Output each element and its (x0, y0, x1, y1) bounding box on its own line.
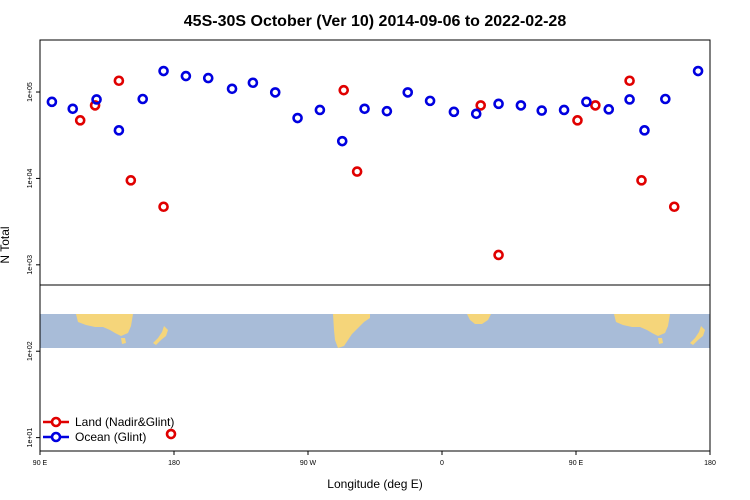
legend-label: Ocean (Glint) (75, 430, 146, 444)
land-point (113, 75, 125, 87)
ocean-point (247, 77, 259, 89)
y-tick-label: 1e+03 (27, 255, 34, 275)
land-point (668, 201, 680, 213)
land-point (165, 428, 177, 440)
land-point (572, 115, 583, 126)
x-tick-label: 90 E (33, 460, 48, 467)
ocean-point (46, 96, 58, 108)
y-axis-label: N Total (0, 226, 12, 263)
ocean-point (336, 135, 348, 147)
legend-marker (50, 416, 62, 428)
map-land-australia-right (614, 314, 670, 336)
land-point (475, 100, 487, 111)
land-point (125, 175, 137, 186)
x-tick-label: 0 (440, 460, 444, 467)
ocean-point (158, 65, 169, 77)
land-point (89, 100, 101, 111)
ocean-point (402, 87, 414, 98)
ocean-point (113, 125, 125, 136)
ocean-point (314, 104, 326, 116)
land-point (351, 166, 363, 177)
map-ocean-band (40, 314, 710, 348)
map-inset (40, 314, 710, 348)
land-point (624, 75, 635, 87)
ocean-point (359, 103, 370, 115)
ocean-point (581, 96, 592, 108)
y-tick-label: 1e+01 (27, 428, 34, 448)
y-axis: 1e+01 1e+02 1e+03 1e+04 1e+05 (27, 82, 40, 447)
land-point (493, 249, 504, 261)
ocean-point (493, 98, 504, 110)
x-axis: 90 E 180 90 W 0 90 E 180 (33, 451, 716, 467)
land-point (338, 84, 350, 96)
ocean-point (603, 104, 615, 115)
land-point (158, 201, 169, 213)
x-tick-label: 90 E (569, 460, 584, 467)
legend-marker (50, 431, 62, 443)
ocean-point (639, 125, 650, 136)
ocean-point (226, 83, 238, 95)
chart-title: 45S-30S October (Ver 10) 2014-09-06 to 2… (184, 13, 567, 30)
x-axis-label: Longitude (deg E) (327, 477, 422, 491)
map-land-africa (467, 314, 491, 324)
ocean-point (515, 100, 527, 111)
map-land-tasmania-left (121, 338, 126, 344)
ocean-point (536, 105, 548, 116)
ocean-point (624, 94, 635, 105)
ocean-point (381, 105, 393, 117)
ocean-point (470, 108, 482, 120)
ocean-point (424, 95, 436, 107)
x-tick-label: 90 W (300, 460, 317, 467)
legend: Land (Nadir&Glint)Ocean (Glint) (43, 415, 174, 444)
ocean-point (180, 70, 192, 82)
ocean-point (137, 93, 149, 105)
ocean-point (660, 93, 671, 105)
land-point (590, 100, 601, 111)
ocean-point (202, 72, 214, 84)
x-tick-label: 180 (704, 460, 716, 467)
y-tick-label: 1e+02 (27, 341, 34, 361)
map-land-south-america (333, 314, 370, 348)
ocean-point (67, 103, 79, 115)
legend-label: Land (Nadir&Glint) (75, 415, 174, 429)
ocean-point (269, 87, 281, 98)
land-point (74, 115, 86, 126)
x-tick-label: 180 (168, 460, 180, 467)
plot-frame (39, 39, 711, 452)
land-point (636, 175, 647, 186)
ocean-point (692, 65, 704, 77)
ocean-point (448, 106, 460, 118)
y-tick-label: 1e+04 (27, 168, 34, 188)
map-land-new-zealand-left (153, 326, 168, 345)
map-land-tasmania-right (658, 338, 663, 344)
ocean-point (91, 94, 102, 105)
map-land-new-zealand-right (690, 326, 705, 345)
ocean-point (292, 112, 303, 124)
y-tick-label: 1e+05 (27, 82, 34, 102)
map-land-australia-left (76, 314, 133, 336)
ocean-point (558, 104, 570, 116)
data-points (46, 65, 704, 440)
